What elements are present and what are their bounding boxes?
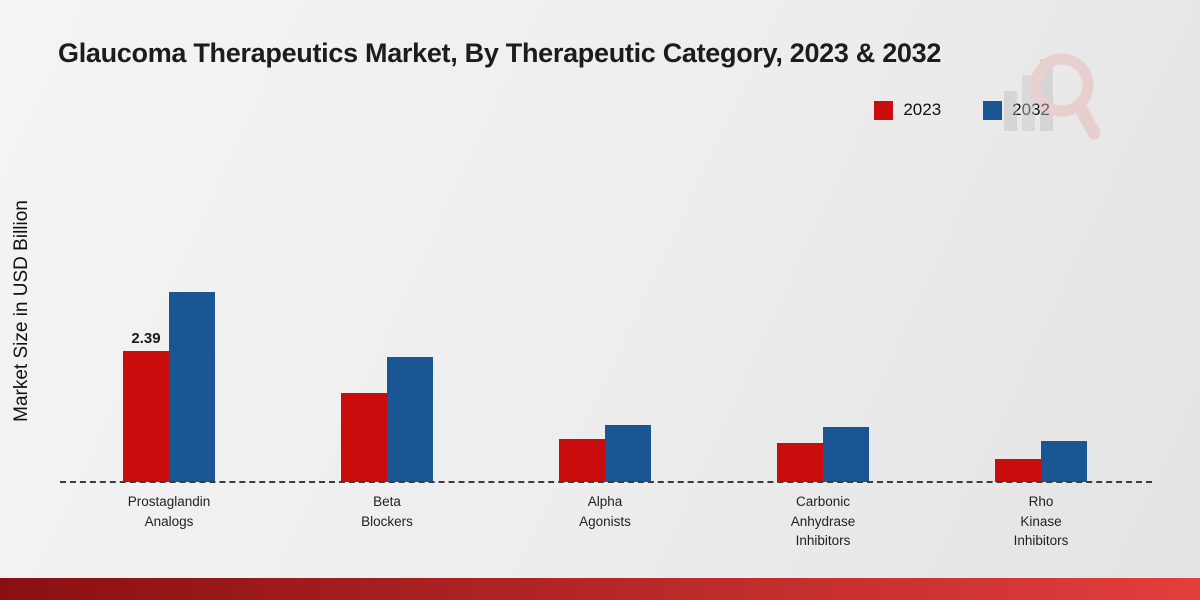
bar-group-prostaglandin-analogs: 2.39 Prostaglandin Analogs: [60, 150, 278, 529]
category-label: Prostaglandin Analogs: [127, 494, 211, 529]
category-label: Beta Blockers: [361, 494, 413, 529]
bar-2023-carbonic-anhydrase-inhibitors: [777, 443, 823, 482]
category-label: Carbonic Anhydrase Inhibitors: [790, 494, 856, 549]
legend: 2023 2032: [874, 100, 1050, 120]
bar-2032-beta-blockers: [387, 357, 433, 482]
bar-2023-alpha-agonists: [559, 439, 605, 482]
bar-2023-prostaglandin-analogs: 2.39: [123, 330, 169, 482]
legend-item-2023: 2023: [874, 100, 941, 120]
legend-swatch-2023: [874, 100, 894, 120]
y-axis-label: Market Size in USD Billion: [11, 200, 32, 422]
legend-label-2023: 2023: [903, 100, 942, 119]
legend-label-2032: 2032: [1012, 100, 1050, 119]
plot-area: 2.39 Prostaglandin Analogs Beta Blockers Al…: [60, 150, 1150, 548]
bars-pair: [777, 427, 869, 482]
bar-group-rho-kinase-inhibitors: Rho Kinase Inhibitors: [932, 150, 1150, 548]
bar-group-alpha-agonists: Alpha Agonists: [496, 150, 714, 529]
bar-2032-prostaglandin-analogs: [169, 292, 215, 482]
bars-pair: [341, 357, 433, 482]
bar-2023-rho-kinase-inhibitors: [995, 459, 1041, 482]
bar-value-label: 2.39: [131, 330, 161, 347]
bar-group-carbonic-anhydrase-inhibitors: Carbonic Anhydrase Inhibitors: [714, 150, 932, 548]
chart-title: Glaucoma Therapeutics Market, By Therape…: [58, 38, 942, 68]
bar-2032-rho-kinase-inhibitors: [1041, 441, 1087, 482]
legend-item-2032: 2032: [983, 100, 1050, 120]
bars-pair: 2.39: [123, 292, 215, 482]
bars-pair: [559, 425, 651, 482]
bar-2032-alpha-agonists: [605, 425, 651, 482]
bar-group-beta-blockers: Beta Blockers: [278, 150, 496, 529]
bars-pair: [995, 441, 1087, 482]
bar-2023-beta-blockers: [341, 393, 387, 482]
category-label: Rho Kinase Inhibitors: [1013, 494, 1069, 549]
legend-swatch-2032: [983, 100, 1003, 120]
x-axis-baseline: [60, 481, 1152, 483]
category-label: Alpha Agonists: [579, 494, 631, 529]
footer-accent-bar: [0, 578, 1200, 600]
watermark-logo: [1004, 53, 1100, 140]
bar-2032-carbonic-anhydrase-inhibitors: [823, 427, 869, 482]
